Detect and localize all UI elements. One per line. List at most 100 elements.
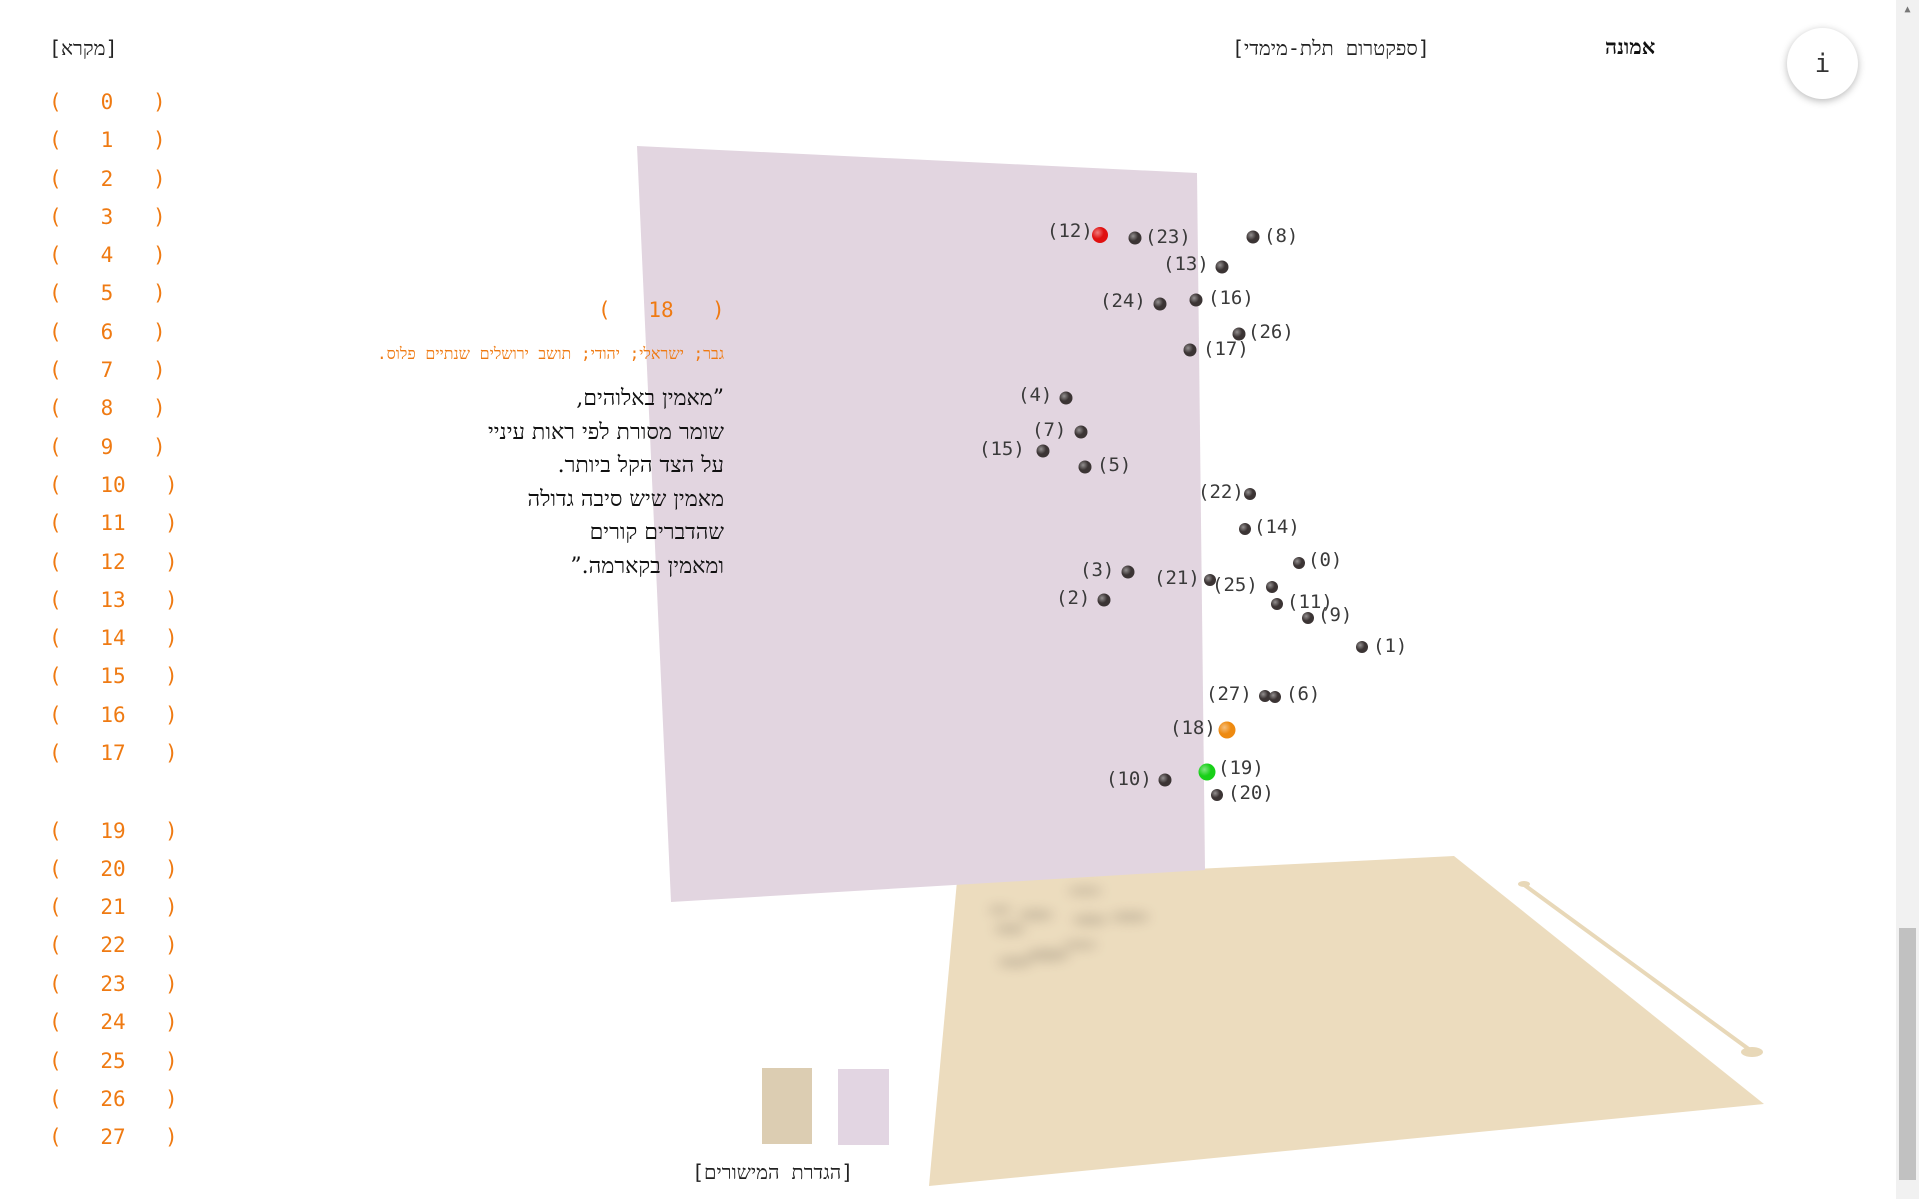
index-item-bracket: ( <box>49 243 62 267</box>
index-item[interactable]: (4) <box>49 243 179 267</box>
data-point-1[interactable]: (1) <box>1356 635 1407 657</box>
index-item-number: 1 <box>100 128 114 152</box>
data-point-15[interactable]: (15) <box>979 438 1050 460</box>
index-item[interactable]: (6) <box>49 320 179 344</box>
floor-shadows <box>988 887 1150 967</box>
data-point-23[interactable]: (23) <box>1128 226 1191 248</box>
data-point-20[interactable]: (20) <box>1211 782 1274 804</box>
floor-axis-arrow <box>1518 881 1763 1057</box>
data-point-2[interactable]: (2) <box>1056 587 1111 609</box>
index-item[interactable]: (10) <box>49 473 191 497</box>
index-item[interactable]: (26) <box>49 1087 191 1111</box>
define-planes-link[interactable]: [הגדרת המישורים] <box>692 1160 854 1184</box>
scrollbar[interactable] <box>1896 0 1919 1199</box>
data-point-highlight <box>1078 460 1092 474</box>
data-point-highlight <box>1232 327 1246 341</box>
index-item[interactable]: (24) <box>49 1010 191 1034</box>
index-item[interactable]: (20) <box>49 857 191 881</box>
data-point-highlight <box>1074 425 1088 439</box>
index-item[interactable]: (14) <box>49 626 191 650</box>
index-item[interactable]: (13) <box>49 588 191 612</box>
index-item-number: 12 <box>100 550 126 574</box>
index-item[interactable]: (12) <box>49 550 191 574</box>
index-item[interactable]: (21) <box>49 895 191 919</box>
scroll-up-arrow-icon[interactable]: ▲ <box>1904 3 1911 15</box>
data-point-9[interactable]: (9) <box>1302 604 1352 626</box>
index-item[interactable]: (7) <box>49 358 179 382</box>
data-point-17[interactable]: (17) <box>1183 338 1249 360</box>
data-point-22[interactable]: (22) <box>1198 481 1256 503</box>
floor-plane-swatch[interactable] <box>762 1068 812 1144</box>
data-point-highlight <box>1244 488 1256 500</box>
data-point-12[interactable]: (12) <box>1047 220 1108 243</box>
data-point-13[interactable]: (13) <box>1163 253 1229 275</box>
wall-plane-swatch[interactable] <box>838 1069 889 1145</box>
legend-link[interactable]: [מקרא] <box>49 36 118 60</box>
index-item[interactable]: (11) <box>49 511 191 535</box>
index-item-number: 19 <box>100 819 126 843</box>
data-point-0[interactable]: (0) <box>1293 549 1342 571</box>
data-point-8[interactable]: (8) <box>1246 225 1299 247</box>
data-point-label: (2) <box>1056 587 1090 609</box>
scrollbar-thumb[interactable] <box>1899 928 1916 1180</box>
index-item-bracket: ) <box>165 819 178 843</box>
data-point-7[interactable]: (7) <box>1032 419 1088 441</box>
index-item[interactable]: (9) <box>49 435 179 459</box>
data-point-highlight <box>1158 773 1172 787</box>
index-item[interactable]: (5) <box>49 281 179 305</box>
index-item[interactable]: (1) <box>49 128 179 152</box>
index-item[interactable]: (27) <box>49 1125 191 1149</box>
index-item[interactable]: (19) <box>49 819 191 843</box>
index-item-bracket: ( <box>49 320 62 344</box>
data-point-5[interactable]: (5) <box>1078 454 1132 476</box>
index-item-bracket: ( <box>49 90 62 114</box>
data-point-highlight <box>1211 789 1223 801</box>
data-point-highlight <box>1218 721 1236 739</box>
data-point-highlight <box>1059 391 1073 405</box>
index-item[interactable]: (23) <box>49 972 191 996</box>
data-point-14[interactable]: (14) <box>1239 516 1300 538</box>
data-point-highlight <box>1266 581 1278 593</box>
index-item-bracket: ) <box>165 626 178 650</box>
index-item-number: 22 <box>100 933 126 957</box>
index-item-number: 0 <box>100 90 114 114</box>
data-point-16[interactable]: (16) <box>1189 287 1254 309</box>
selected-quote: ”מאמין באלוהים, שומר מסורת לפי ראות עיניי… <box>488 382 724 583</box>
index-item-bracket: ( <box>49 741 62 765</box>
data-point-4[interactable]: (4) <box>1018 384 1073 406</box>
index-item[interactable]: (15) <box>49 664 191 688</box>
index-item[interactable]: (8) <box>49 396 179 420</box>
data-point-label: (22) <box>1198 481 1244 503</box>
spectrum-3d-link[interactable]: [ספקטרום תלת-מימדי] <box>1232 36 1430 60</box>
index-item-number: 27 <box>100 1125 126 1149</box>
index-item-bracket: ) <box>165 1010 178 1034</box>
data-point-24[interactable]: (24) <box>1100 290 1167 312</box>
data-point-label: (23) <box>1145 226 1191 248</box>
data-point-11[interactable]: (11) <box>1271 591 1333 613</box>
index-item[interactable]: (0) <box>49 90 179 114</box>
data-point-highlight <box>1198 763 1216 781</box>
data-point-21[interactable]: (21) <box>1154 567 1216 589</box>
data-point-highlight <box>1121 565 1135 579</box>
index-item[interactable]: (25) <box>49 1049 191 1073</box>
data-point-25[interactable]: (25) <box>1212 574 1278 596</box>
data-point-label: (26) <box>1248 321 1294 343</box>
data-point-label: (21) <box>1154 567 1200 589</box>
data-point-27[interactable]: (27) <box>1206 683 1271 705</box>
index-list: (0)(1)(2)(3)(4)(5)(6)(7)(8)(9)(10)(11)(1… <box>49 0 189 1199</box>
index-item-bracket: ( <box>49 1049 62 1073</box>
data-point-6[interactable]: (6) <box>1269 683 1320 705</box>
data-point-18[interactable]: (18) <box>1170 717 1236 739</box>
index-item-number: 5 <box>100 281 114 305</box>
index-item[interactable]: (3) <box>49 205 179 229</box>
data-point-26[interactable]: (26) <box>1232 321 1294 343</box>
info-button[interactable]: i <box>1787 28 1858 99</box>
index-item[interactable]: (2) <box>49 167 179 191</box>
data-point-10[interactable]: (10) <box>1106 768 1172 790</box>
index-item[interactable]: (22) <box>49 933 191 957</box>
index-item[interactable]: (16) <box>49 703 191 727</box>
data-point-3[interactable]: (3) <box>1080 559 1135 581</box>
data-point-19[interactable]: (19) <box>1198 757 1264 781</box>
index-item[interactable]: (17) <box>49 741 191 765</box>
